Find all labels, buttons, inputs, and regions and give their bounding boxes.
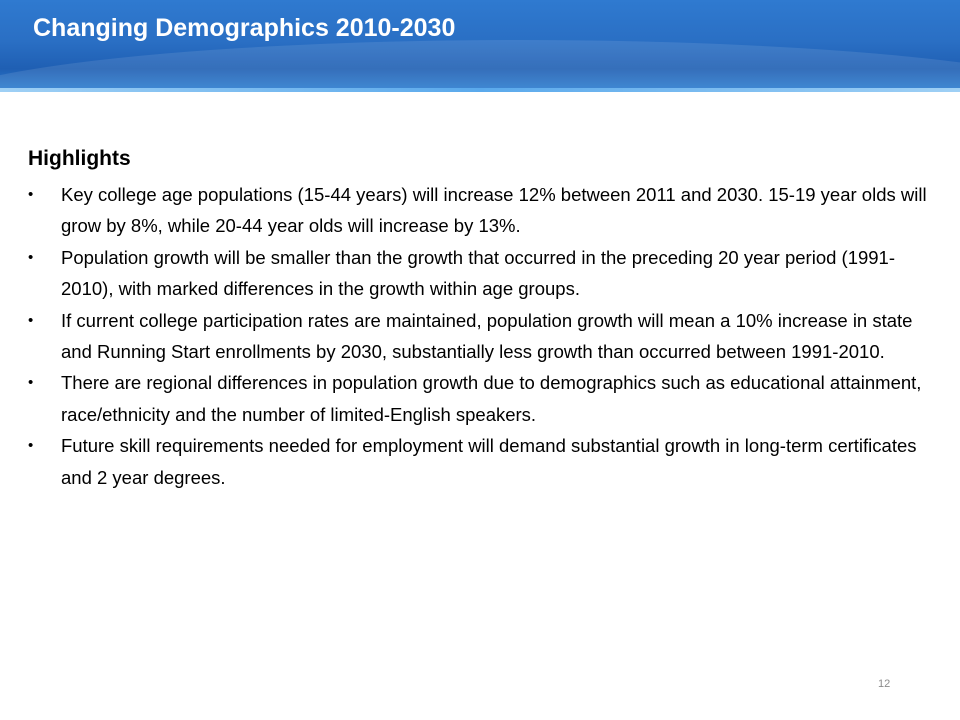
list-item: • Future skill requirements needed for e…	[28, 430, 928, 493]
bullet-icon: •	[28, 186, 34, 203]
bullet-text: There are regional differences in popula…	[61, 372, 922, 425]
list-item: • Population growth will be smaller than…	[28, 242, 928, 305]
header-band: Changing Demographics 2010-2030	[0, 0, 960, 92]
content-area: Highlights • Key college age populations…	[28, 144, 928, 493]
bullet-text: Key college age populations (15-44 years…	[61, 184, 927, 237]
bullet-text: If current college participation rates a…	[61, 309, 913, 363]
list-item: • Key college age populations (15-44 yea…	[28, 179, 928, 242]
bullet-icon: •	[28, 374, 34, 392]
bullet-icon: •	[28, 437, 34, 455]
bullet-text: Future skill requirements needed for emp…	[61, 435, 917, 488]
slide-title: Changing Demographics 2010-2030	[33, 14, 456, 42]
highlights-list: • Key college age populations (15-44 yea…	[28, 179, 928, 493]
bullet-text: Population growth will be smaller than t…	[61, 246, 896, 300]
highlights-heading: Highlights	[28, 147, 131, 170]
list-item: • There are regional differences in popu…	[28, 367, 928, 430]
page-number: 12	[878, 678, 891, 690]
bullet-icon: •	[28, 248, 34, 266]
bullet-icon: •	[28, 311, 34, 329]
list-item: • If current college participation rates…	[28, 305, 928, 368]
